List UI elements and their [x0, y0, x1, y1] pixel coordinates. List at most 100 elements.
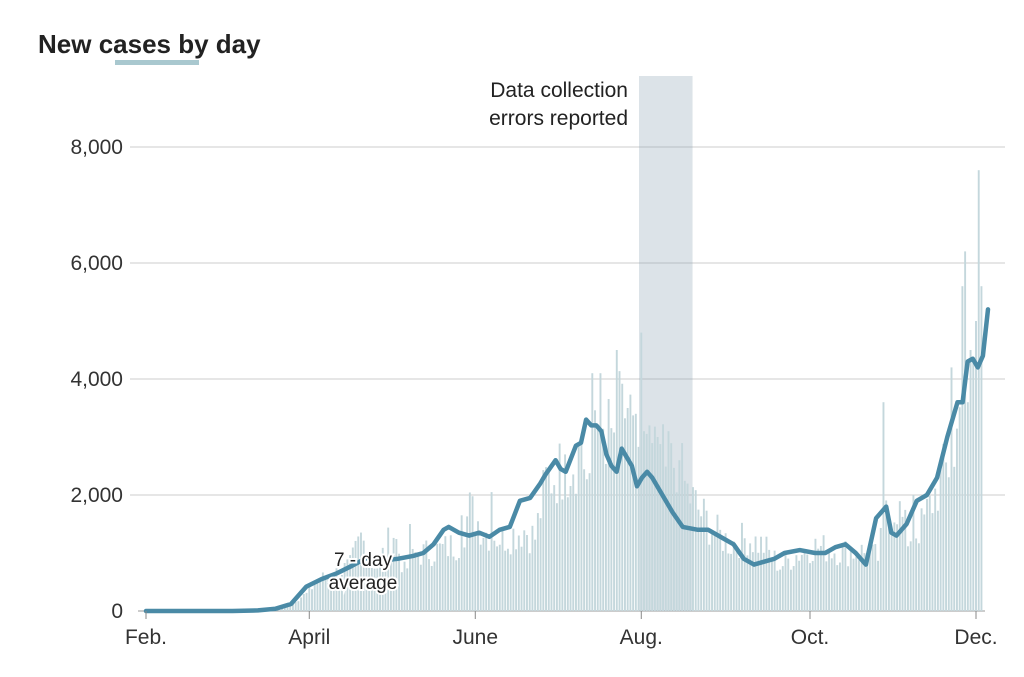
daily-bar	[398, 554, 400, 611]
daily-bar	[755, 536, 757, 611]
daily-bar	[624, 418, 626, 611]
daily-bar	[597, 427, 599, 611]
daily-bar	[785, 552, 787, 611]
shade-annotation-line2: errors reported	[489, 107, 628, 130]
title-prefix: New	[38, 29, 99, 59]
daily-bar	[512, 529, 514, 611]
daily-bar	[877, 561, 879, 611]
daily-bar	[602, 429, 604, 611]
daily-bar	[842, 544, 844, 611]
daily-bar	[414, 552, 416, 611]
daily-bar	[300, 597, 302, 611]
daily-bar	[575, 494, 577, 611]
daily-bar	[779, 570, 781, 611]
daily-bar	[711, 534, 713, 611]
y-tick-label: 6,000	[70, 252, 123, 275]
daily-bar	[325, 578, 327, 611]
daily-bar	[553, 485, 555, 611]
daily-bar	[482, 538, 484, 611]
daily-bar	[657, 437, 659, 611]
daily-bar	[825, 561, 827, 611]
daily-bar	[708, 545, 710, 611]
x-tick-label: June	[453, 626, 499, 649]
daily-bar	[787, 559, 789, 611]
daily-bar	[638, 447, 640, 611]
daily-bar	[431, 566, 433, 611]
daily-bar	[823, 535, 825, 611]
daily-bar	[687, 484, 689, 611]
daily-bar	[442, 544, 444, 611]
daily-bar	[855, 557, 857, 611]
daily-bar	[844, 541, 846, 611]
daily-bar	[921, 508, 923, 611]
chart-title: New cases by day	[38, 29, 261, 65]
daily-bar	[404, 562, 406, 611]
daily-bar	[670, 443, 672, 611]
average-annotation-line1: 7 - day	[334, 550, 393, 571]
daily-bar	[316, 580, 318, 611]
daily-bar	[782, 566, 784, 611]
daily-bar	[627, 408, 629, 611]
daily-bar	[847, 566, 849, 611]
daily-bar	[540, 518, 542, 611]
x-tick-label: Aug.	[620, 626, 663, 649]
daily-bar	[891, 531, 893, 611]
daily-bar	[548, 470, 550, 611]
daily-bar	[853, 559, 855, 611]
daily-bar	[795, 555, 797, 611]
daily-bar	[790, 570, 792, 611]
daily-bar	[703, 499, 705, 611]
daily-bar	[806, 555, 808, 611]
daily-bar	[910, 541, 912, 611]
daily-bar	[820, 546, 822, 611]
daily-bar	[744, 538, 746, 611]
daily-bar	[689, 503, 691, 611]
y-tick-label: 2,000	[70, 484, 123, 507]
daily-bar	[648, 425, 650, 611]
daily-bar	[580, 443, 582, 611]
daily-bar	[978, 170, 980, 611]
daily-bar	[504, 551, 506, 611]
daily-bar	[880, 528, 882, 611]
daily-bar	[518, 535, 520, 611]
daily-bar	[717, 515, 719, 611]
daily-bar	[502, 527, 504, 611]
daily-bar	[409, 524, 411, 611]
daily-bar	[545, 467, 547, 611]
daily-bar	[804, 550, 806, 611]
daily-bar	[972, 360, 974, 611]
daily-bar	[970, 350, 972, 611]
y-tick-label: 8,000	[70, 136, 123, 159]
daily-bar	[640, 333, 642, 611]
daily-bar	[929, 496, 931, 611]
shade-annotation-line1: Data collection	[490, 79, 628, 102]
daily-bar	[619, 371, 621, 611]
daily-bar	[434, 562, 436, 611]
daily-bar	[926, 499, 928, 611]
daily-bar	[444, 536, 446, 611]
daily-bar	[809, 563, 811, 611]
daily-bar	[874, 544, 876, 611]
daily-bar	[697, 510, 699, 611]
daily-bar	[564, 454, 566, 611]
daily-bar	[937, 511, 939, 611]
daily-bar	[629, 395, 631, 611]
daily-bar	[967, 402, 969, 611]
daily-bar	[776, 571, 778, 611]
daily-bar	[589, 473, 591, 611]
daily-bar	[360, 533, 362, 611]
daily-bar	[616, 350, 618, 611]
daily-bar	[583, 469, 585, 611]
daily-bar	[439, 543, 441, 611]
daily-bar	[959, 407, 961, 611]
daily-bar	[608, 399, 610, 611]
daily-bar	[567, 497, 569, 611]
daily-bar	[945, 462, 947, 611]
daily-bar	[817, 549, 819, 611]
daily-bar	[752, 552, 754, 611]
daily-bar	[551, 493, 553, 611]
daily-bar	[466, 516, 468, 611]
daily-bar	[401, 572, 403, 611]
daily-bar	[665, 467, 667, 611]
daily-bar	[676, 492, 678, 611]
